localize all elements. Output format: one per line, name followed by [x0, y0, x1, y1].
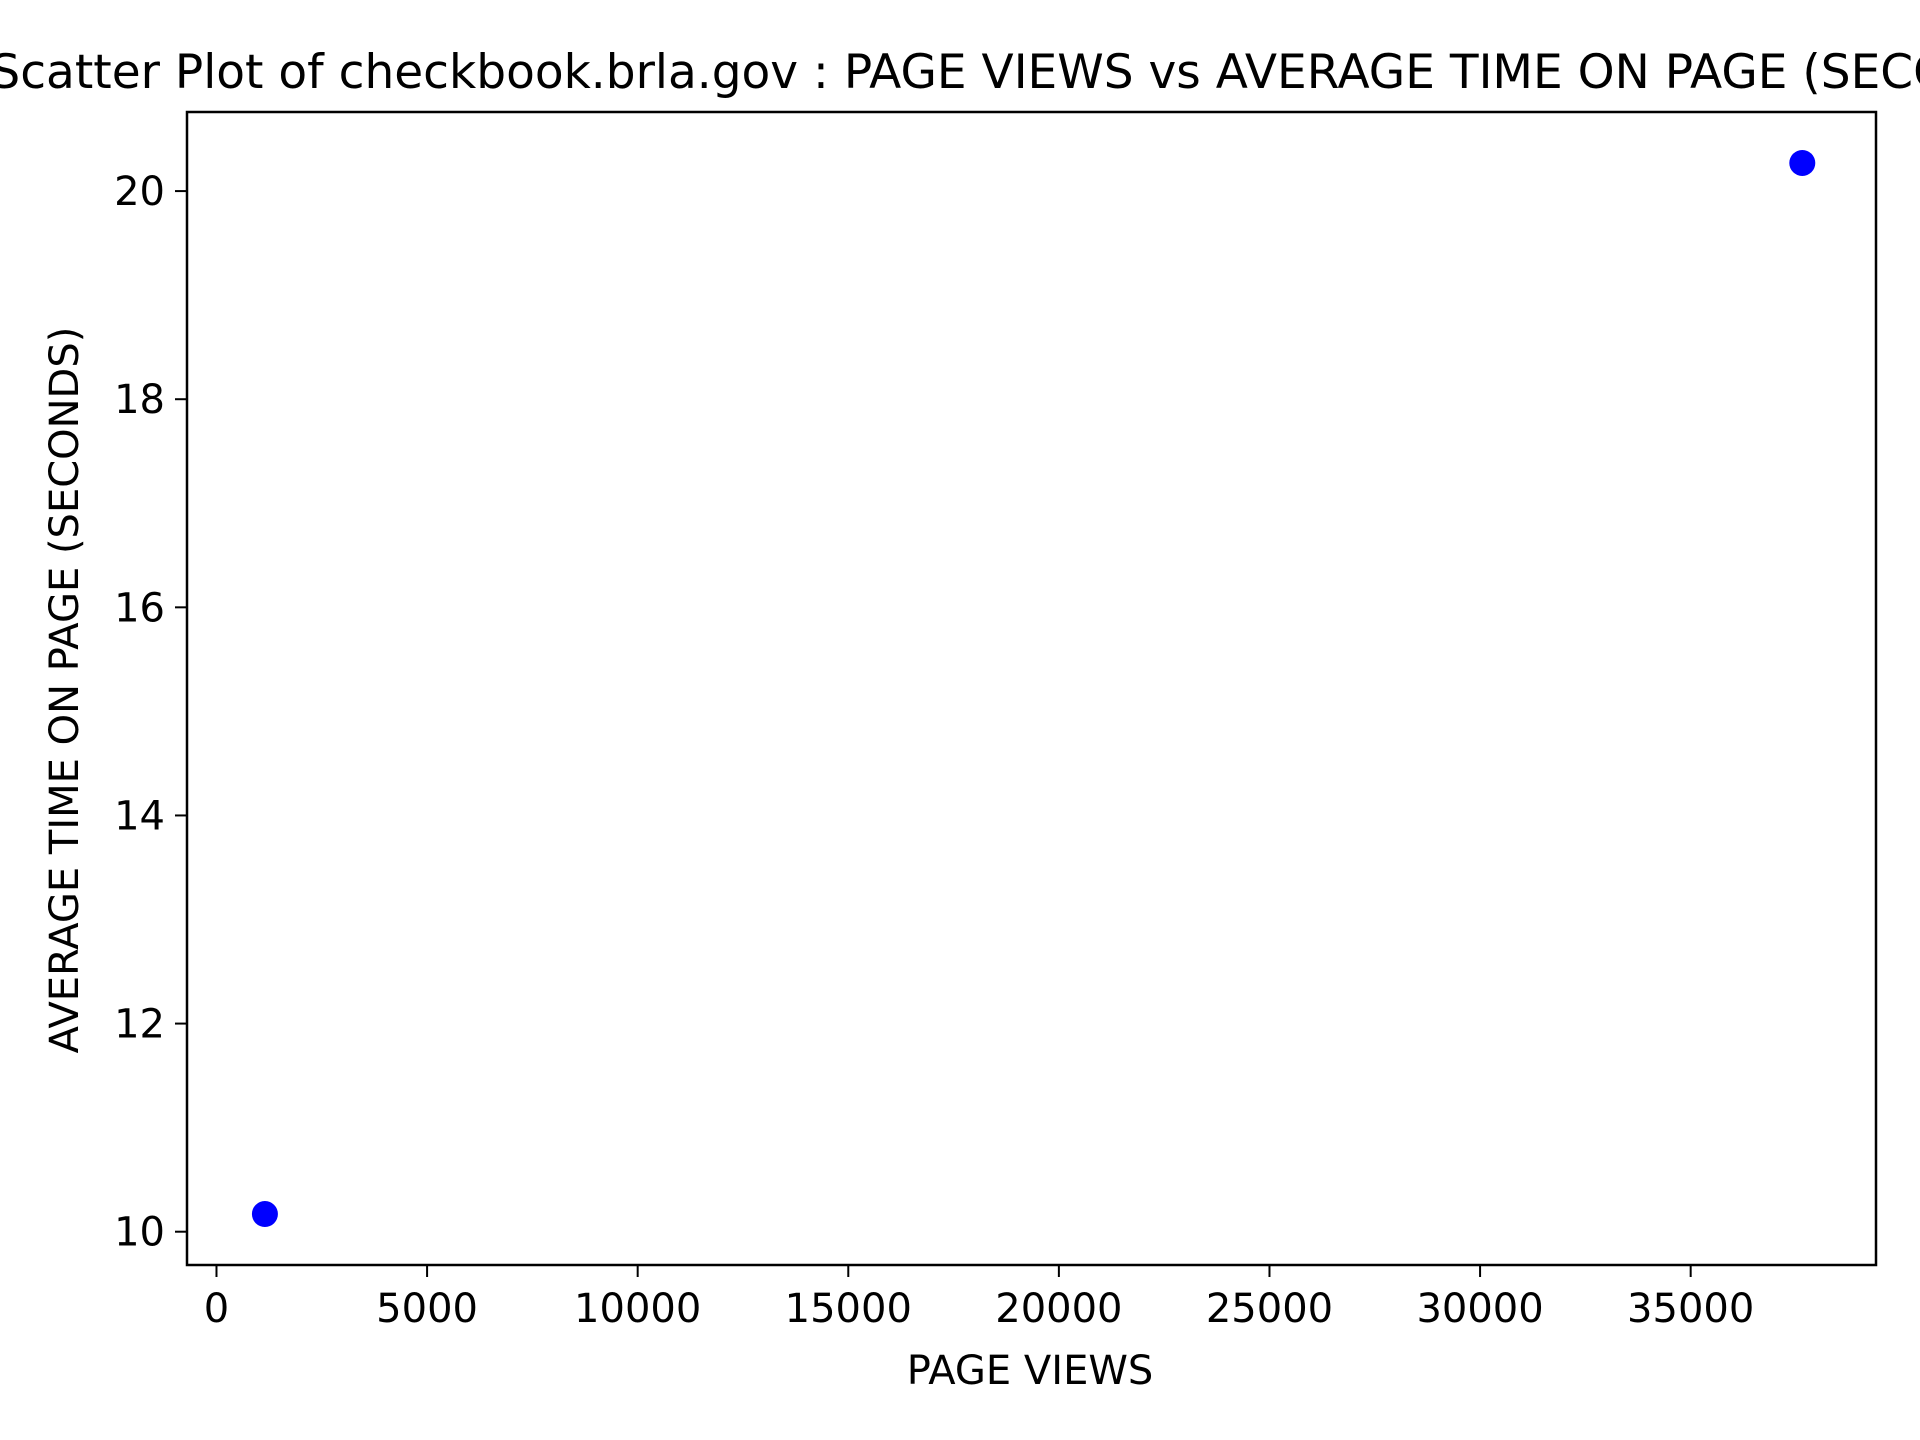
y-tick-label: 10 — [114, 1210, 165, 1256]
y-tick-label: 12 — [114, 1002, 165, 1048]
scatter-point — [251, 1201, 278, 1228]
y-tick-label: 14 — [114, 793, 165, 839]
x-tick-label: 0 — [204, 1286, 229, 1332]
x-tick-label: 30000 — [1416, 1286, 1543, 1332]
y-tick-label: 16 — [114, 585, 165, 631]
x-axis: 0 5000 10000 15000 20000 25000 30000 35000 — [204, 1265, 1754, 1332]
x-tick-label: 20000 — [995, 1286, 1122, 1332]
y-tick-label: 20 — [114, 169, 165, 215]
x-axis-label: PAGE VIEWS — [907, 1348, 1154, 1394]
chart-title: Scatter Plot of checkbook.brla.gov : PAG… — [0, 45, 1920, 100]
scatter-point — [1789, 149, 1816, 176]
x-tick-label: 15000 — [785, 1286, 912, 1332]
y-axis: 10 12 14 16 18 20 — [114, 169, 187, 1256]
x-tick-label: 25000 — [1206, 1286, 1333, 1332]
x-tick-label: 10000 — [574, 1286, 701, 1332]
x-tick-label: 35000 — [1627, 1286, 1754, 1332]
scatter-points — [251, 149, 1816, 1228]
x-tick-label: 5000 — [376, 1286, 478, 1332]
y-axis-label: AVERAGE TIME ON PAGE (SECONDS) — [42, 327, 88, 1054]
y-tick-label: 18 — [114, 377, 165, 423]
plot-area-frame — [185, 110, 1878, 1267]
